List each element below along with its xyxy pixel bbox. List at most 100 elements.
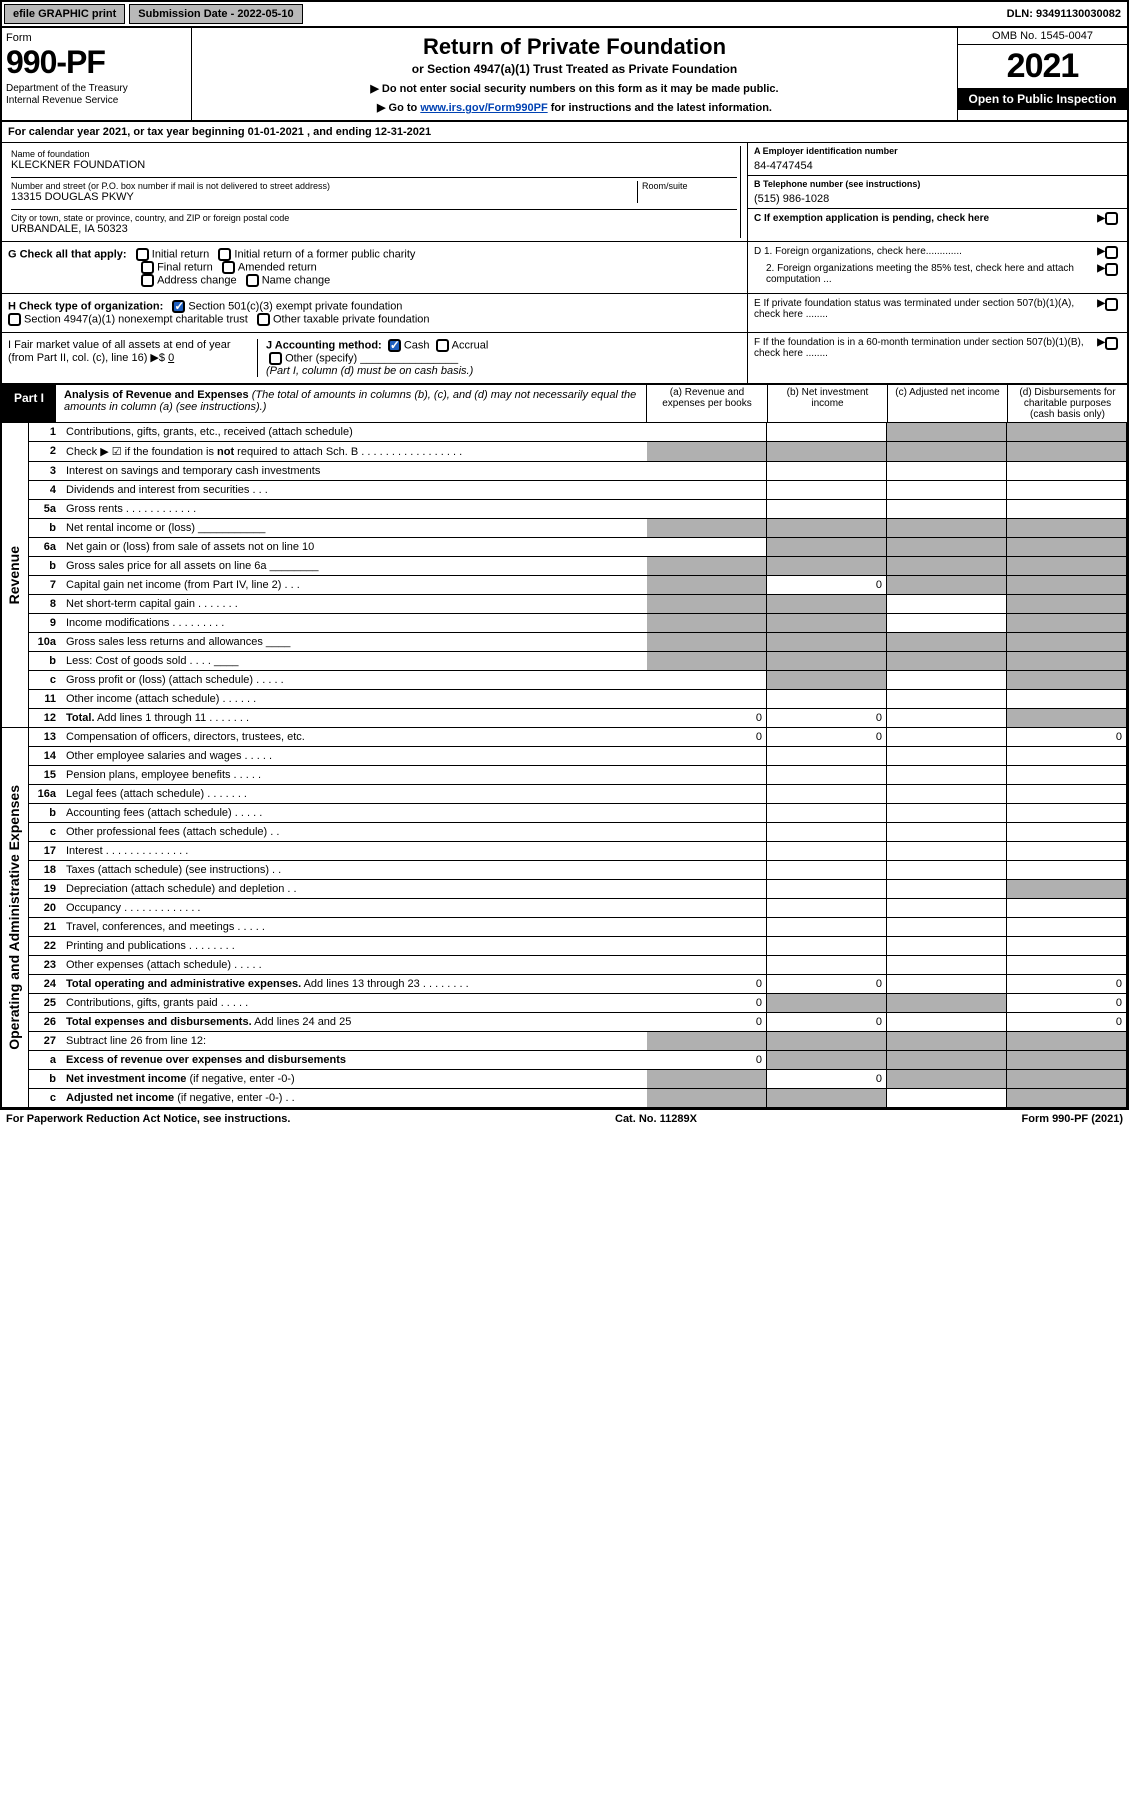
line-num: b [28,557,62,576]
cell-a [647,937,767,956]
part1-title: Analysis of Revenue and Expenses [64,389,249,401]
cell-d [1007,576,1127,595]
line-desc: Adjusted net income (if negative, enter … [62,1089,647,1108]
cell-a [647,442,767,462]
col-a-hdr: (a) Revenue and expenses per books [647,385,767,422]
cell-a [647,918,767,937]
cell-c [887,671,1007,690]
chk-4947a1[interactable] [8,313,21,326]
line-desc: Subtract line 26 from line 12: [62,1032,647,1051]
cell-c [887,1013,1007,1032]
cell-a: 0 [647,709,767,728]
cell-c [887,481,1007,500]
open-inspection: Open to Public Inspection [958,88,1127,110]
line-num: 24 [28,975,62,994]
cell-a [647,1089,767,1108]
line-desc: Excess of revenue over expenses and disb… [62,1051,647,1070]
cell-c [887,785,1007,804]
chk-address-change[interactable] [141,274,154,287]
line-desc: Interest . . . . . . . . . . . . . . [62,842,647,861]
chk-initial-return[interactable] [136,248,149,261]
cell-a [647,671,767,690]
line-desc: Printing and publications . . . . . . . … [62,937,647,956]
cell-b [767,994,887,1013]
city-state-zip: URBANDALE, IA 50323 [11,223,737,235]
line-desc: Other professional fees (attach schedule… [62,823,647,842]
col-d-hdr: (d) Disbursements for charitable purpose… [1007,385,1127,422]
cell-d [1007,918,1127,937]
d1-checkbox[interactable] [1105,246,1118,259]
cell-b [767,538,887,557]
chk-amended[interactable] [222,261,235,274]
cell-a: 0 [647,975,767,994]
chk-name-change[interactable] [246,274,259,287]
line-desc: Travel, conferences, and meetings . . . … [62,918,647,937]
cell-c [887,519,1007,538]
cell-c [887,462,1007,481]
cell-b [767,500,887,519]
line-num: 11 [28,690,62,709]
cell-a [647,747,767,766]
city-label: City or town, state or province, country… [11,213,737,223]
line-desc: Legal fees (attach schedule) . . . . . .… [62,785,647,804]
cell-a [647,1032,767,1051]
cell-c [887,633,1007,652]
efile-print-btn[interactable]: efile GRAPHIC print [4,4,125,24]
chk-accrual[interactable] [436,339,449,352]
cell-a [647,423,767,442]
cell-b [767,956,887,975]
form-number: 990-PF [6,44,187,81]
chk-other-method[interactable] [269,352,282,365]
line-num: b [28,519,62,538]
chk-501c3[interactable] [172,300,185,313]
cell-c [887,823,1007,842]
chk-other-taxable[interactable] [257,313,270,326]
submission-date-btn[interactable]: Submission Date - 2022-05-10 [129,4,302,24]
line-num: 20 [28,899,62,918]
omb-number: OMB No. 1545-0047 [958,28,1127,45]
cell-c [887,918,1007,937]
cell-c [887,557,1007,576]
cell-a [647,595,767,614]
line-desc: Taxes (attach schedule) (see instruction… [62,861,647,880]
chk-final-return[interactable] [141,261,154,274]
line-desc: Gross profit or (loss) (attach schedule)… [62,671,647,690]
line-desc: Total. Add lines 1 through 11 . . . . . … [62,709,647,728]
line-desc: Gross sales less returns and allowances … [62,633,647,652]
chk-cash[interactable] [388,339,401,352]
line-desc: Other income (attach schedule) . . . . .… [62,690,647,709]
cell-b [767,519,887,538]
e-label: E If private foundation status was termi… [754,298,1097,320]
cell-d [1007,747,1127,766]
cell-b [767,1089,887,1108]
cell-a [647,500,767,519]
cell-c [887,614,1007,633]
irs-link[interactable]: www.irs.gov/Form990PF [420,102,547,114]
c-label: C If exemption application is pending, c… [754,213,1097,224]
cell-d: 0 [1007,728,1127,747]
e-checkbox[interactable] [1105,298,1118,311]
cell-b: 0 [767,709,887,728]
part1-table: Revenue1Contributions, gifts, grants, et… [2,423,1127,1108]
line-num: c [28,1089,62,1108]
c-checkbox[interactable] [1105,212,1118,225]
cell-d [1007,1089,1127,1108]
cell-d [1007,785,1127,804]
ein-label: A Employer identification number [754,146,1121,156]
cell-d [1007,442,1127,462]
line-num: 9 [28,614,62,633]
cell-c [887,1051,1007,1070]
cell-c [887,1070,1007,1089]
cell-c [887,804,1007,823]
chk-initial-public[interactable] [218,248,231,261]
f-checkbox[interactable] [1105,337,1118,350]
d2-checkbox[interactable] [1105,263,1118,276]
cell-a [647,481,767,500]
expenses-side-label: Operating and Administrative Expenses [6,785,22,1050]
line-num: 8 [28,595,62,614]
cell-a: 0 [647,1013,767,1032]
cell-d [1007,500,1127,519]
line-desc: Dividends and interest from securities .… [62,481,647,500]
cell-c [887,899,1007,918]
line-num: 25 [28,994,62,1013]
